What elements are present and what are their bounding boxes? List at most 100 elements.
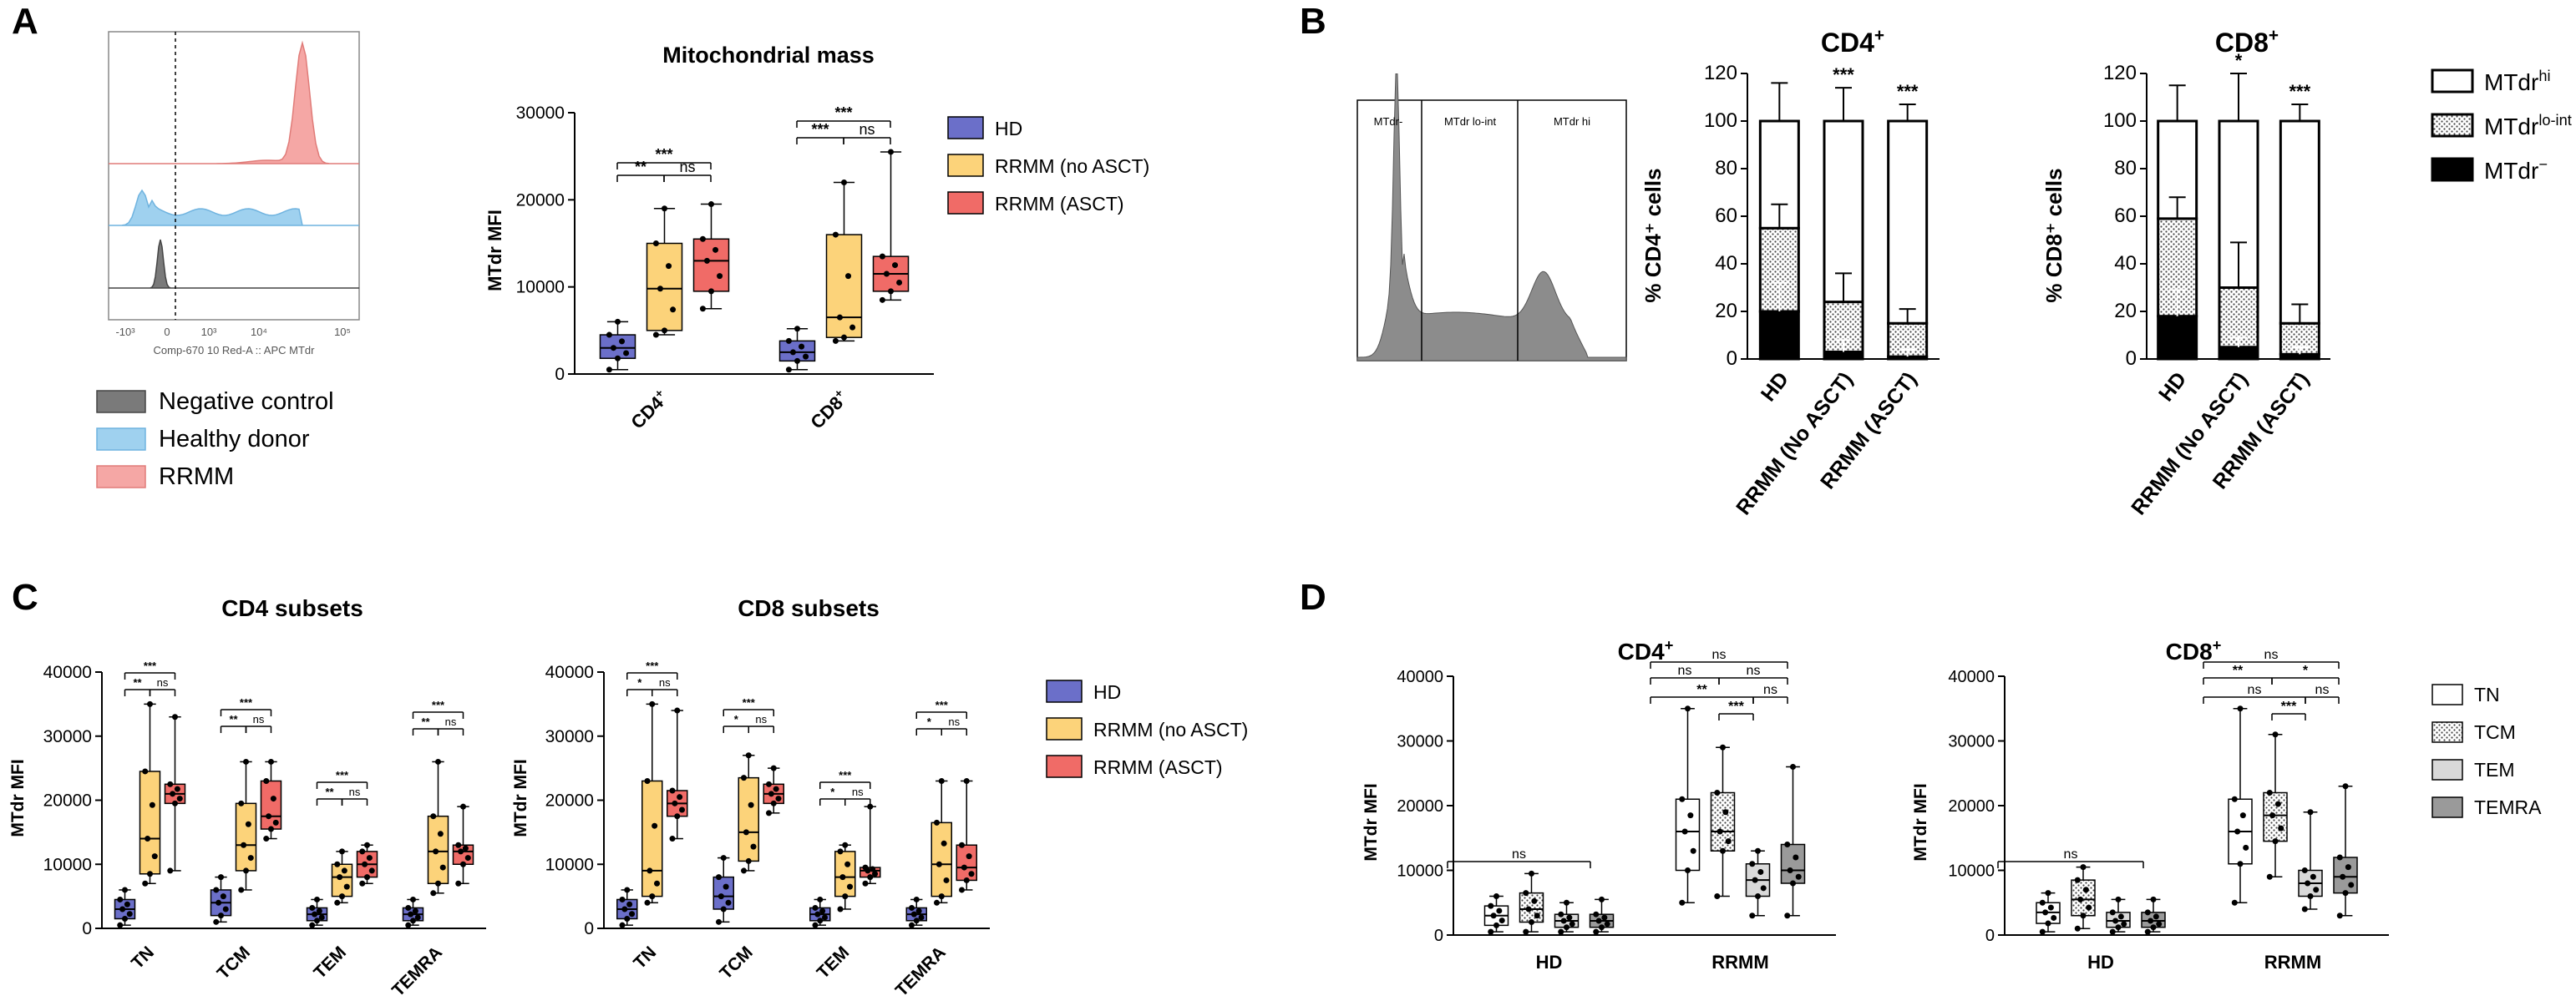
data-point — [1685, 705, 1691, 712]
data-point — [2278, 825, 2284, 832]
data-point — [748, 801, 754, 808]
data-point — [708, 288, 714, 295]
legend-swatch — [1046, 717, 1083, 741]
sig-label: ns — [1678, 664, 1692, 678]
data-point — [455, 842, 462, 848]
data-point — [266, 813, 272, 820]
data-point — [626, 901, 633, 907]
data-point — [674, 813, 681, 820]
data-point — [312, 911, 318, 918]
box-tcm — [1519, 892, 1544, 923]
data-point — [918, 914, 925, 921]
sig-label: ns — [852, 786, 864, 798]
data-point — [147, 700, 153, 707]
data-point — [167, 781, 174, 787]
data-point — [341, 867, 347, 874]
data-point — [408, 911, 414, 918]
data-point — [213, 918, 220, 925]
y-tick-label: 20000 — [545, 791, 594, 811]
chart-title: CD4+ — [1618, 637, 1674, 665]
data-point — [405, 922, 412, 928]
data-point — [359, 848, 366, 855]
data-point — [1752, 877, 1758, 883]
data-point — [2150, 924, 2157, 931]
data-point — [936, 861, 942, 867]
data-point — [2345, 864, 2351, 871]
flow-legend-label: Negative control — [159, 388, 334, 415]
legend-c-2: RRMM (ASCT) — [1093, 756, 1223, 778]
sig-label: ns — [2315, 683, 2330, 697]
data-point — [2237, 861, 2244, 867]
data-point — [844, 861, 851, 867]
data-point — [268, 826, 274, 832]
data-point — [1784, 842, 1791, 847]
y-tick-label: 20000 — [516, 190, 565, 210]
y-tick-label: 10000 — [516, 278, 565, 297]
data-point — [366, 855, 373, 862]
data-point — [2243, 844, 2249, 851]
data-point — [623, 350, 630, 356]
data-point — [836, 314, 843, 321]
data-point — [773, 786, 779, 792]
data-point — [1529, 919, 1534, 925]
sig-label: ns — [2248, 683, 2262, 697]
data-point — [1531, 897, 1538, 904]
flow-tick-label: -10³ — [115, 326, 135, 338]
data-point — [629, 911, 636, 918]
data-point — [1784, 913, 1791, 919]
panel-label-b: B — [1300, 1, 1326, 42]
data-point — [958, 887, 965, 893]
panel-label-d: D — [1300, 577, 1326, 618]
sig-label: ns — [253, 713, 265, 725]
data-point — [832, 337, 839, 344]
legend-swatch — [1046, 755, 1083, 778]
data-point — [913, 918, 920, 924]
data-point — [213, 887, 220, 893]
data-point — [662, 327, 667, 334]
data-point — [803, 353, 809, 360]
flow-negative-histogram — [109, 239, 359, 289]
box-rrmm-no-asct- — [641, 780, 663, 897]
box-rrmm-no-asct- — [139, 771, 161, 875]
data-point — [670, 306, 677, 313]
flow-tick-label: 10⁴ — [251, 326, 267, 338]
y-tick-label: 20 — [2114, 300, 2137, 322]
data-point — [2109, 928, 2116, 935]
sig-label: ns — [659, 676, 671, 689]
data-point — [2340, 873, 2346, 880]
legend-swatch — [947, 116, 984, 139]
data-point — [142, 880, 149, 887]
data-point — [837, 848, 844, 855]
data-point — [817, 896, 824, 902]
data-point — [1757, 868, 1764, 875]
data-point — [124, 901, 130, 907]
legend-c-1: RRMM (no ASCT) — [1093, 719, 1248, 741]
sig-label: ns — [445, 715, 457, 728]
y-tick-label: 40000 — [545, 663, 594, 682]
data-point — [812, 922, 819, 928]
data-point — [2117, 913, 2124, 920]
data-point — [839, 874, 846, 881]
data-point — [149, 801, 155, 808]
data-point — [2074, 925, 2081, 932]
data-point — [606, 367, 612, 373]
data-point — [1493, 893, 1499, 899]
data-point — [2112, 918, 2119, 924]
data-point — [2336, 913, 2343, 919]
box-hd — [778, 340, 816, 362]
data-point — [2301, 906, 2308, 913]
data-point — [2144, 909, 2151, 916]
y-tick-label: 40000 — [1397, 668, 1443, 686]
y-axis-title: MTdr MFI — [8, 759, 28, 837]
x-category-label: CD4+ — [626, 387, 672, 432]
y-tick-label: 40000 — [1948, 668, 1995, 686]
data-point — [1790, 880, 1796, 887]
data-point — [715, 918, 722, 925]
panel-label-c: C — [12, 577, 38, 618]
x-category-label: RRMM — [1711, 952, 1768, 973]
data-point — [2272, 731, 2279, 738]
data-point — [745, 752, 752, 759]
y-tick-label: 100 — [1704, 109, 1737, 132]
data-point — [666, 263, 672, 270]
data-point — [1787, 867, 1793, 873]
